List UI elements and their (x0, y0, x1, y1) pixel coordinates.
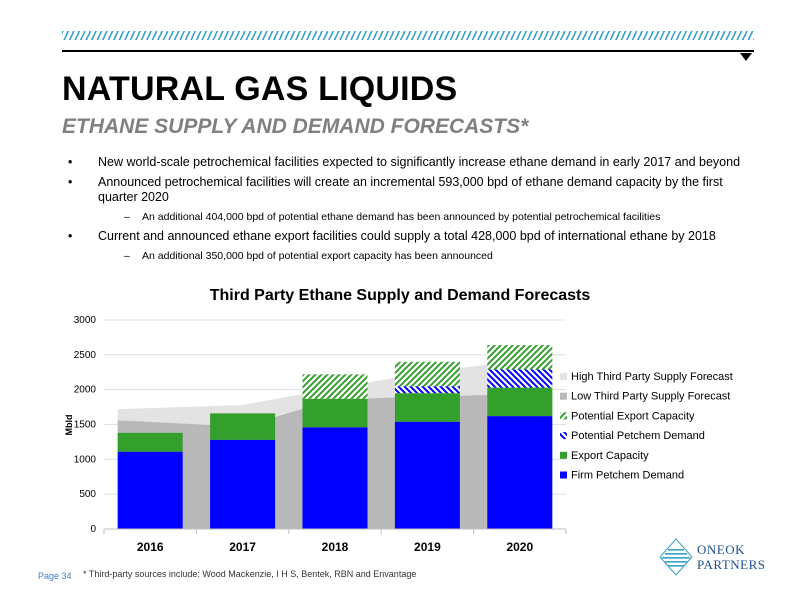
y-tick-label: 2000 (74, 385, 97, 396)
page-number: Page 34 (38, 571, 72, 581)
x-tick-label: 2017 (229, 540, 256, 554)
bar-firm-petchem-demand (302, 427, 368, 529)
y-tick-label: 1000 (74, 454, 97, 465)
arrow-down-icon (740, 53, 752, 61)
bullet-text: Announced petrochemical facilities will … (98, 175, 723, 204)
x-tick-label: 2016 (137, 540, 164, 554)
bullet-item: • New world-scale petrochemical faciliti… (62, 155, 762, 170)
bullet-item: • Current and announced ethane export fa… (62, 229, 762, 244)
x-tick-label: 2019 (414, 540, 441, 554)
y-tick-label: 3000 (74, 315, 97, 326)
page-title: NATURAL GAS LIQUIDS (62, 70, 458, 108)
bar-potential-export-capacity (487, 345, 553, 370)
legend-swatch (560, 432, 567, 440)
bar-export-capacity (117, 432, 183, 452)
y-axis-label: Mbld (64, 415, 74, 436)
sub-bullet-marker: – (124, 211, 130, 223)
legend-label: Export Capacity (571, 450, 649, 462)
sub-bullet-text: An additional 350,000 bpd of potential e… (142, 250, 493, 262)
legend-swatch (560, 412, 567, 420)
page-subtitle: ETHANE SUPPLY AND DEMAND FORECASTS* (62, 115, 529, 138)
bar-firm-petchem-demand (394, 421, 460, 529)
legend-swatch (560, 451, 567, 459)
bar-export-capacity (394, 393, 460, 422)
sub-bullet-item: – An additional 350,000 bpd of potential… (62, 249, 762, 264)
y-tick-label: 500 (79, 489, 96, 500)
footnote: * Third-party sources include: Wood Mack… (83, 569, 417, 579)
legend-label: Firm Petchem Demand (571, 470, 684, 482)
logo-wordmark: ONEOK PARTNERS (697, 542, 766, 572)
bullet-text: New world-scale petrochemical facilities… (98, 155, 741, 169)
y-tick-label: 1500 (74, 420, 97, 431)
legend-swatch (560, 373, 567, 380)
bar-potential-export-capacity (394, 361, 460, 387)
header-rule (62, 50, 754, 52)
y-tick-label: 2500 (74, 350, 97, 361)
bar-firm-petchem-demand (210, 439, 276, 529)
logo-line-1: ONEOK (697, 542, 745, 557)
legend-label: Potential Petchem Demand (571, 430, 705, 442)
bullet-text: Current and announced ethane export faci… (98, 229, 716, 243)
sub-bullet-item: – An additional 404,000 bpd of potential… (62, 210, 762, 225)
bar-potential-petchem-demand (487, 369, 553, 388)
bar-export-capacity (210, 413, 276, 440)
bullet-item: • Announced petrochemical facilities wil… (62, 175, 762, 205)
legend-label: High Third Party Supply Forecast (571, 371, 733, 383)
x-tick-label: 2018 (322, 540, 349, 554)
legend-swatch (560, 392, 567, 400)
sub-bullet-marker: – (124, 250, 130, 262)
legend-swatch (560, 471, 567, 479)
oneok-partners-logo: ONEOK PARTNERS (659, 538, 769, 578)
bar-firm-petchem-demand (487, 416, 553, 529)
y-tick-label: 0 (90, 524, 96, 535)
bar-export-capacity (302, 398, 368, 428)
decorative-hatch-band (62, 31, 754, 40)
bullet-list: • New world-scale petrochemical faciliti… (62, 155, 762, 268)
bar-export-capacity (487, 387, 553, 417)
bar-potential-petchem-demand (394, 386, 460, 394)
chart-title: Third Party Ethane Supply and Demand For… (210, 287, 591, 304)
diamond-logo-icon (659, 538, 693, 576)
bullet-marker: • (68, 175, 73, 189)
bar-firm-petchem-demand (117, 451, 183, 529)
bar-potential-export-capacity (302, 374, 368, 399)
x-tick-label: 2020 (506, 540, 533, 554)
legend-label: Low Third Party Supply Forecast (571, 391, 730, 403)
bullet-marker: • (68, 229, 73, 243)
legend-label: Potential Export Capacity (571, 410, 695, 422)
logo-line-2: PARTNERS (697, 557, 766, 572)
sub-bullet-text: An additional 404,000 bpd of potential e… (142, 211, 661, 223)
bullet-marker: • (68, 155, 73, 169)
